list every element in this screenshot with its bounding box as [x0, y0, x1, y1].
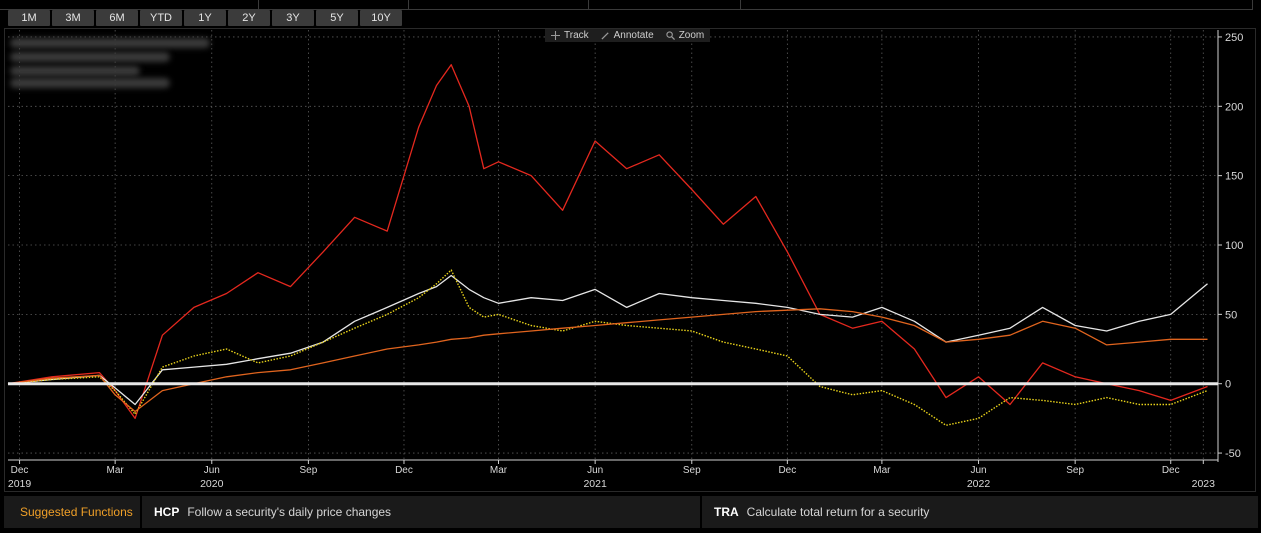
x-tick-month-label: Mar — [107, 465, 125, 476]
x-tick-month-label: Dec — [395, 465, 413, 476]
function-tra[interactable]: TRA Calculate total return for a securit… — [702, 496, 1258, 528]
x-tick-month-label: Jun — [970, 465, 986, 476]
y-tick-label: 100 — [1225, 240, 1243, 252]
function-hcp[interactable]: HCP Follow a security's daily price chan… — [142, 496, 702, 528]
x-tick-month-label: Sep — [683, 465, 701, 476]
series-line-4 — [7, 308, 1208, 413]
range-button-5y[interactable]: 5Y — [316, 10, 358, 26]
range-button-1y[interactable]: 1Y — [184, 10, 226, 26]
annotate-tool[interactable]: Annotate — [595, 29, 660, 42]
x-tick-month-label: Dec — [1162, 465, 1180, 476]
x-tick-month-label: Mar — [873, 465, 891, 476]
chart-tools: Track Annotate Zoom — [545, 29, 711, 42]
x-tick-month-label: Jun — [204, 465, 220, 476]
y-tick-label: 250 — [1225, 32, 1243, 44]
top-toolbar-strip — [0, 0, 1261, 10]
x-tick-month-label: Dec — [778, 465, 796, 476]
top-toolbar-cell — [740, 0, 1253, 10]
x-tick-year-label: 2020 — [200, 478, 224, 490]
crosshair-icon — [551, 31, 560, 40]
top-toolbar-cell — [0, 0, 259, 10]
y-tick-label: 0 — [1225, 379, 1231, 391]
y-tick-label: -50 — [1225, 448, 1241, 460]
x-tick-month-label: Sep — [300, 465, 318, 476]
x-tick-year-label: 2022 — [967, 478, 991, 490]
top-toolbar-cell — [588, 0, 741, 10]
function-code: HCP — [154, 505, 180, 519]
magnifier-icon — [666, 31, 675, 40]
zoom-tool-label: Zoom — [678, 30, 705, 41]
track-tool-label: Track — [564, 30, 589, 41]
range-button-2y[interactable]: 2Y — [228, 10, 270, 26]
top-toolbar-cell — [258, 0, 409, 10]
x-tick-month-label: Dec — [11, 465, 29, 476]
range-button-3y[interactable]: 3Y — [272, 10, 314, 26]
y-tick-label: 200 — [1225, 101, 1243, 113]
function-description: Calculate total return for a security — [746, 505, 930, 519]
x-tick-month-label: Sep — [1066, 465, 1084, 476]
annotate-tool-label: Annotate — [613, 30, 654, 41]
range-button-group: 1M 3M 6M YTD 1Y 2Y 3Y 5Y 10Y — [8, 10, 402, 26]
redacted-legend — [10, 36, 210, 92]
suggested-functions-bar: Suggested Functions HCP Follow a securit… — [4, 496, 1258, 528]
x-tick-year-label: 2023 — [1192, 478, 1216, 490]
zoom-tool[interactable]: Zoom — [660, 29, 711, 42]
x-tick-year-label: 2021 — [583, 478, 607, 490]
range-button-3m[interactable]: 3M — [52, 10, 94, 26]
series-line-3 — [7, 269, 1208, 426]
y-tick-label: 50 — [1225, 309, 1237, 321]
price-chart[interactable]: 250 200 150 100 50 0 -50 Dec 2019 Mar Jun 2020 Sep De… — [0, 0, 1261, 495]
series-line-2 — [7, 274, 1208, 406]
range-button-10y[interactable]: 10Y — [360, 10, 402, 26]
pencil-icon — [601, 32, 609, 40]
x-tick-month-label: Mar — [490, 465, 508, 476]
function-code: TRA — [714, 505, 739, 519]
series-line-1 — [7, 64, 1208, 420]
range-button-6m[interactable]: 6M — [96, 10, 138, 26]
suggested-functions-title: Suggested Functions — [4, 496, 142, 528]
function-description: Follow a security's daily price changes — [187, 505, 392, 519]
y-tick-label: 150 — [1225, 171, 1243, 183]
x-tick-month-label: Jun — [587, 465, 603, 476]
x-tick-year-label: 2019 — [8, 478, 32, 490]
chart-frame — [4, 28, 1256, 492]
range-button-ytd[interactable]: YTD — [140, 10, 182, 26]
range-button-1m[interactable]: 1M — [8, 10, 50, 26]
track-tool[interactable]: Track — [545, 29, 595, 42]
top-toolbar-cell — [408, 0, 589, 10]
